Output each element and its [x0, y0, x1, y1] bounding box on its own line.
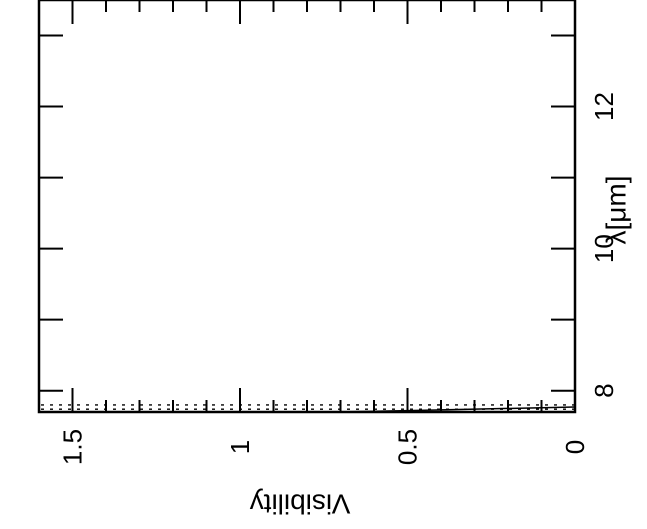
plot-frame [37, 0, 577, 414]
x-tick-label: 10 [589, 234, 619, 263]
tick-marks [38, 0, 576, 412]
y-tick-label: 0.5 [393, 429, 423, 465]
x-tick-label: 8 [589, 383, 619, 397]
y-tick-label: 1 [225, 440, 255, 454]
y-tick-label: 1.5 [58, 429, 88, 465]
x-axis-label: λ[μm] [601, 175, 632, 244]
y-tick-label: 0 [560, 440, 590, 454]
y-tick-labels: 0 0.5 1 1.5 [58, 429, 591, 465]
x-tick-label: 12 [589, 92, 619, 121]
y-axis-label: Visibility [250, 489, 351, 520]
data-series [39, 404, 576, 413]
x-tick-labels: 8 10 12 [589, 92, 619, 398]
solid-line [333, 406, 576, 413]
